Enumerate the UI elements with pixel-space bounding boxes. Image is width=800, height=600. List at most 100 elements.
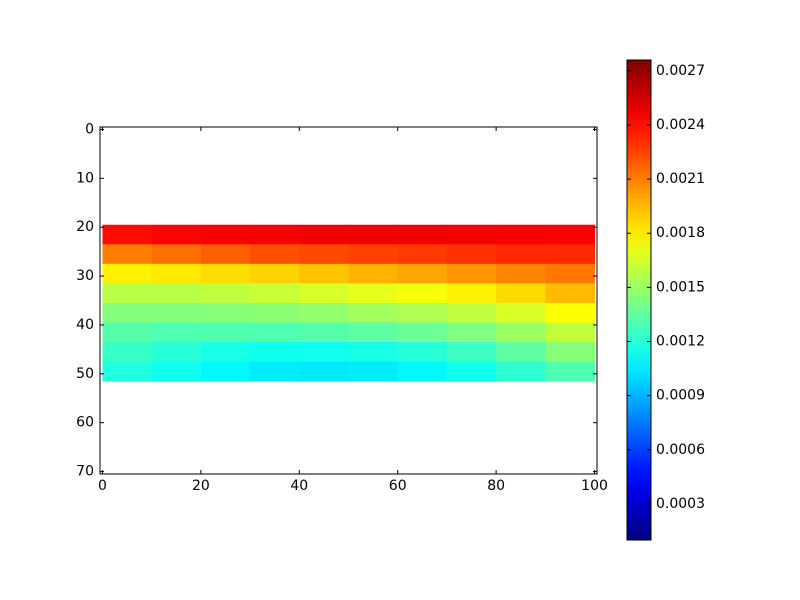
heat-cell (397, 224, 448, 245)
heat-cell (200, 302, 251, 323)
y-tick-label: 60 (76, 415, 94, 431)
colorbar-tick-label: 0.0009 (656, 388, 705, 404)
heat-cell (348, 342, 399, 363)
colorbar-tick-label: 0.0024 (656, 117, 705, 133)
heat-cell (348, 224, 399, 245)
heat-cell (348, 322, 399, 343)
heat-cell (151, 322, 202, 343)
heat-cell (545, 342, 596, 363)
heat-cell (299, 263, 349, 284)
colorbar-tick-label: 0.0027 (656, 63, 705, 79)
y-tick-label: 20 (76, 219, 94, 235)
heat-cell (102, 283, 153, 304)
heat-cell (446, 283, 497, 304)
heat-cell (446, 342, 497, 363)
heat-cell (446, 263, 497, 284)
heat-cell (446, 361, 497, 382)
heat-cell (250, 342, 300, 363)
colorbar-tick-label: 0.0012 (656, 334, 705, 350)
heat-cell (102, 302, 153, 323)
heat-cell (250, 263, 300, 284)
heat-cell (250, 322, 300, 343)
y-tick-label: 50 (76, 366, 94, 382)
heat-cell (200, 224, 251, 245)
heat-cell (250, 224, 300, 245)
heat-cell (151, 263, 202, 284)
heat-cell (496, 283, 546, 304)
heat-cell (496, 322, 546, 343)
colorbar-tick-label: 0.0015 (656, 279, 705, 295)
heat-cell (446, 302, 497, 323)
heat-cell (348, 361, 399, 382)
heat-cell (397, 263, 448, 284)
y-tick-label: 70 (76, 464, 94, 480)
heat-cell (545, 244, 596, 265)
heat-cell (446, 244, 497, 265)
heat-cell (397, 244, 448, 265)
x-tick-label: 80 (487, 478, 505, 494)
heat-cell (545, 302, 596, 323)
heat-cell (200, 283, 251, 304)
heat-cell (397, 322, 448, 343)
heat-cell (250, 244, 300, 265)
heat-cell (151, 244, 202, 265)
heat-cell (446, 322, 497, 343)
y-tick-label: 10 (76, 170, 94, 186)
heat-cell (200, 322, 251, 343)
y-tick-label: 0 (85, 121, 94, 137)
heat-cell (496, 244, 546, 265)
plot-frame (99, 126, 598, 475)
colorbar-tick-label: 0.0006 (656, 442, 705, 458)
heat-cell (299, 244, 349, 265)
colorbar-tick-label: 0.0018 (656, 225, 705, 241)
heat-cell (545, 283, 596, 304)
heat-cell (545, 263, 596, 284)
x-tick-label: 0 (98, 478, 107, 494)
heat-cell (496, 302, 546, 323)
heat-cell (348, 263, 399, 284)
heat-cell (397, 342, 448, 363)
heat-cell (102, 244, 153, 265)
heat-cell (250, 361, 300, 382)
heat-cell (397, 302, 448, 323)
heat-cell (299, 224, 349, 245)
heat-cell (496, 224, 546, 245)
heat-cell (545, 322, 596, 343)
y-tick-label: 30 (76, 268, 94, 284)
heat-cell (446, 224, 497, 245)
heat-cell (348, 283, 399, 304)
heat-cell (151, 283, 202, 304)
heat-cell (151, 224, 202, 245)
colorbar-tick-label: 0.0003 (656, 496, 705, 512)
heat-cell (102, 322, 153, 343)
heat-cell (200, 263, 251, 284)
heat-cell (102, 361, 153, 382)
x-tick-label: 100 (581, 478, 608, 494)
heat-cell (348, 302, 399, 323)
heat-cell (545, 224, 596, 245)
heat-cell (102, 263, 153, 284)
heat-cell (151, 342, 202, 363)
heat-cell (200, 342, 251, 363)
heat-cell (299, 283, 349, 304)
x-tick-label: 40 (290, 478, 308, 494)
heat-cell (102, 224, 153, 245)
heat-cell (250, 302, 300, 323)
colorbar (626, 59, 652, 541)
heat-cell (102, 342, 153, 363)
heat-cell (299, 361, 349, 382)
heat-cell (496, 263, 546, 284)
heat-cell (397, 283, 448, 304)
x-tick-label: 60 (389, 478, 407, 494)
heat-cell (151, 361, 202, 382)
x-tick-label: 20 (192, 478, 210, 494)
colorbar-tick-label: 0.0021 (656, 171, 705, 187)
heat-cell (348, 244, 399, 265)
heat-cell (250, 283, 300, 304)
heat-cell (397, 361, 448, 382)
heat-cell (200, 361, 251, 382)
heat-cell (496, 342, 546, 363)
heat-cell (299, 302, 349, 323)
y-tick-label: 40 (76, 317, 94, 333)
